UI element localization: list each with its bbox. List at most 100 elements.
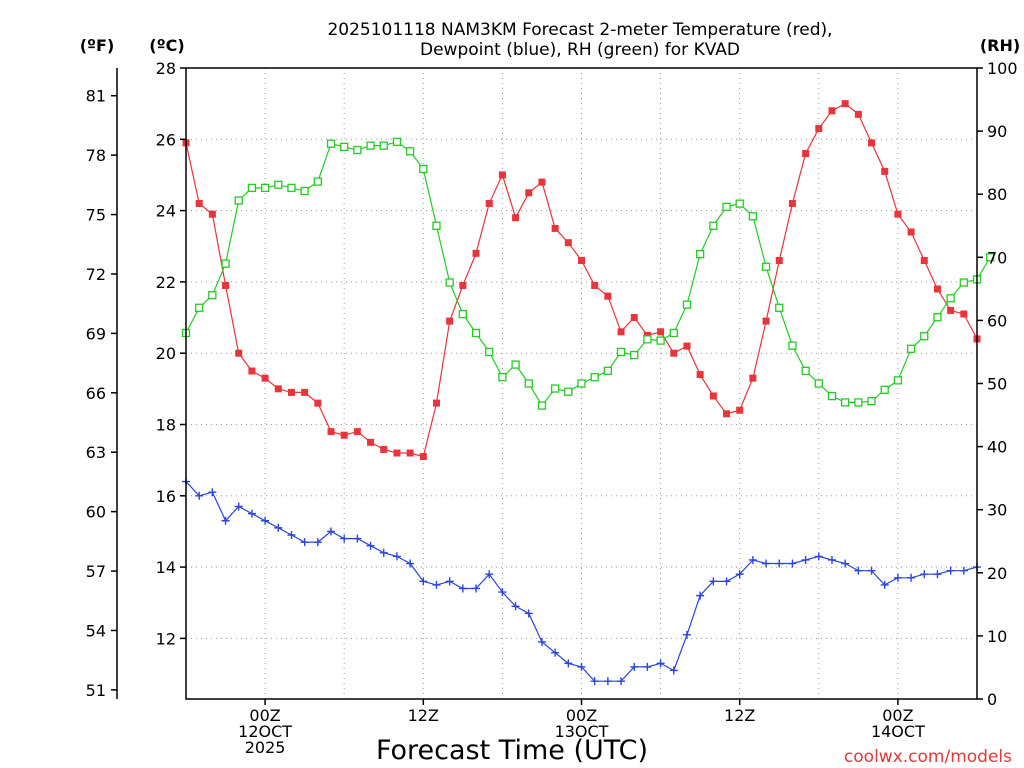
dewpoint-data-point <box>643 662 652 671</box>
fahrenheit-tick-label: 78 <box>86 146 106 165</box>
fahrenheit-tick-label: 60 <box>86 503 106 522</box>
rh-data-point <box>696 249 705 259</box>
temperature-data-point <box>208 210 216 218</box>
rh-tick-label: 30 <box>987 501 1007 520</box>
dewpoint-data-point <box>709 577 718 586</box>
rh-data-point <box>709 221 718 230</box>
dewpoint-data-point <box>406 559 415 568</box>
rh-data-point <box>959 278 968 287</box>
rh-data-point <box>788 341 797 350</box>
rh-data-point <box>827 391 837 401</box>
temperature-data-point <box>881 167 889 175</box>
temperature-data-point <box>314 399 322 407</box>
temperature-data-point <box>723 410 731 418</box>
temperature-data-point <box>551 224 559 232</box>
dewpoint-data-point <box>234 502 243 511</box>
temperature-data-point <box>432 399 440 407</box>
rh-data-point <box>445 278 454 287</box>
chart-title-line-2: Dewpoint (blue), RH (green) for KVAD <box>420 40 740 60</box>
dewpoint-data-point <box>933 570 942 579</box>
dewpoint-data-point <box>577 662 586 671</box>
rh-tick-label: 10 <box>987 627 1007 646</box>
rh-data-point <box>247 183 257 193</box>
rh-tick-label: 80 <box>987 185 1007 204</box>
axes-layer: 12 14 16 18 20 22 24 26 28 51 54 57 60 63 66 69 72 75 78 81… <box>86 59 1018 757</box>
rh-data-point <box>340 142 349 152</box>
fahrenheit-tick-label: 69 <box>86 324 106 343</box>
rh-data-point <box>392 137 402 146</box>
rh-data-point <box>432 221 441 230</box>
fahrenheit-tick-label: 81 <box>86 87 106 106</box>
fahrenheit-tick-label: 51 <box>86 681 106 700</box>
temperature-data-point <box>222 281 230 289</box>
rh-data-point <box>920 332 929 341</box>
rh-data-point <box>775 303 784 312</box>
rh-tick-label: 20 <box>987 564 1007 583</box>
celsius-tick-label: 14 <box>156 558 176 577</box>
dewpoint-data-point <box>590 677 599 686</box>
celsius-tick-label: 26 <box>156 130 176 149</box>
rh-data-point <box>643 335 652 344</box>
temperature-data-point <box>340 431 348 439</box>
rh-data-point <box>841 398 850 407</box>
dewpoint-data-point <box>788 559 797 568</box>
temperature-data-point <box>854 110 862 118</box>
temperature-data-point <box>894 210 902 218</box>
dewpoint-data-point <box>564 659 573 668</box>
temperature-data-point <box>736 406 744 414</box>
temperature-data-point <box>617 328 625 336</box>
dewpoint-data-point <box>472 584 481 593</box>
rh-data-point <box>854 398 863 407</box>
dewpoint-data-point <box>735 570 744 579</box>
rh-data-point <box>300 186 309 196</box>
temperature-data-point <box>353 428 361 436</box>
time-tick-label: 00Z <box>566 706 597 725</box>
temperature-data-point <box>907 228 915 236</box>
dewpoint-data-point <box>630 662 639 671</box>
celsius-tick-label: 18 <box>156 415 176 434</box>
fahrenheit-unit-label: (ºF) <box>80 36 115 55</box>
fahrenheit-tick-label: 63 <box>86 443 106 462</box>
dewpoint-data-point <box>208 488 217 497</box>
temperature-data-point <box>591 281 599 289</box>
temperature-data-point <box>683 342 691 350</box>
dewpoint-data-point <box>920 570 929 579</box>
credit-text: coolwx.com/models <box>844 747 1012 767</box>
rh-data-point <box>946 294 955 303</box>
rh-data-point <box>260 183 270 193</box>
celsius-tick-label: 16 <box>156 487 176 506</box>
rh-data-point <box>986 253 995 262</box>
time-tick-label: 12Z <box>408 706 439 725</box>
temperature-data-point <box>327 428 335 436</box>
dewpoint-data-point <box>537 637 546 646</box>
rh-data-point <box>313 177 322 186</box>
dewpoint-data-point <box>696 591 705 600</box>
fahrenheit-tick-label: 57 <box>86 562 106 581</box>
temperature-data-point <box>775 257 783 265</box>
dewpoint-data-point <box>682 630 691 639</box>
dewpoint-data-point <box>762 559 771 568</box>
dewpoint-data-point <box>722 577 731 586</box>
dewpoint-data-point <box>313 538 322 547</box>
rh-data-point <box>511 360 520 369</box>
rh-data-point <box>537 401 547 410</box>
temperature-data-point <box>578 257 585 265</box>
dewpoint-data-point <box>379 548 388 557</box>
temperature-data-point <box>933 285 941 293</box>
dewpoint-data-point <box>445 577 454 586</box>
temperature-data-point <box>960 310 968 318</box>
dewpoint-data-point <box>432 580 441 589</box>
dewpoint-data-point <box>801 555 810 564</box>
temperature-data-point <box>538 178 546 186</box>
dewpoint-data-point <box>907 573 916 582</box>
dewpoint-data-point <box>485 570 494 579</box>
temperature-data-point <box>762 317 770 325</box>
rh-data-point <box>287 183 296 193</box>
fahrenheit-tick-label: 54 <box>86 621 106 640</box>
fahrenheit-tick-label: 66 <box>86 384 106 403</box>
temperature-data-point <box>696 371 704 379</box>
rh-tick-label: 50 <box>987 375 1007 394</box>
time-tick-label: 00Z <box>882 706 913 725</box>
rh-data-point <box>405 147 415 156</box>
